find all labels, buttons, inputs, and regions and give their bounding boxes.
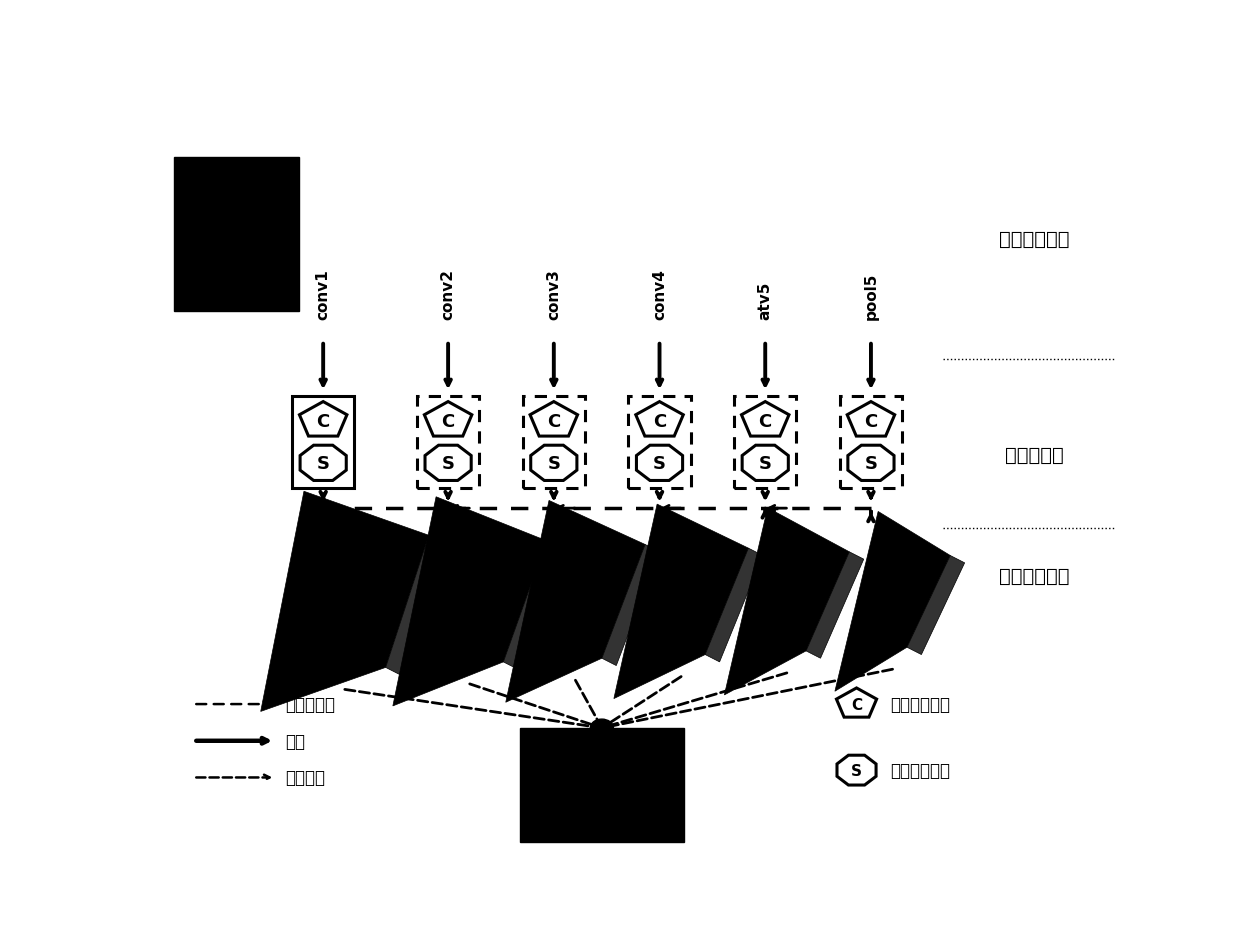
Polygon shape [386,536,444,675]
Text: 短连接结构: 短连接结构 [285,695,335,713]
Polygon shape [299,402,347,437]
Polygon shape [425,446,471,481]
Polygon shape [742,402,789,437]
Text: 空间注意机制: 空间注意机制 [890,762,950,780]
FancyBboxPatch shape [291,396,355,488]
Text: S: S [851,763,862,778]
Polygon shape [503,542,560,669]
Text: C: C [316,412,330,430]
Text: S: S [316,454,330,472]
Polygon shape [724,508,849,695]
Polygon shape [636,402,683,437]
Polygon shape [601,545,660,665]
Text: C: C [759,412,771,430]
Polygon shape [848,446,894,481]
Text: 卷积: 卷积 [285,732,305,750]
Polygon shape [806,552,864,659]
FancyBboxPatch shape [521,728,683,842]
Text: S: S [441,454,455,472]
Text: C: C [851,697,862,712]
Polygon shape [906,556,965,655]
Text: S: S [759,454,771,472]
Text: C: C [547,412,560,430]
Polygon shape [529,402,578,437]
Text: conv3: conv3 [547,268,562,320]
Text: conv1: conv1 [316,268,331,320]
Polygon shape [393,497,547,706]
Polygon shape [835,512,950,691]
Text: 注意力机制: 注意力机制 [1004,446,1064,465]
Text: 特征融合模块: 特征融合模块 [999,566,1070,585]
Text: 融合权重: 融合权重 [285,768,325,786]
Text: pool5: pool5 [863,272,878,320]
FancyBboxPatch shape [839,396,903,488]
Polygon shape [743,446,789,481]
FancyBboxPatch shape [417,396,480,488]
Polygon shape [531,446,577,481]
Polygon shape [706,548,763,663]
Text: S: S [653,454,666,472]
Polygon shape [837,688,877,718]
FancyBboxPatch shape [734,396,796,488]
Text: 通道注意机制: 通道注意机制 [890,695,950,713]
Text: S: S [864,454,878,472]
Polygon shape [614,505,749,699]
Text: C: C [441,412,455,430]
Text: S: S [547,454,560,472]
Polygon shape [424,402,472,437]
Text: C: C [653,412,666,430]
Text: conv2: conv2 [440,268,455,320]
Polygon shape [636,446,682,481]
FancyBboxPatch shape [629,396,691,488]
Polygon shape [847,402,895,437]
FancyBboxPatch shape [522,396,585,488]
Polygon shape [260,492,429,712]
Text: atv5: atv5 [758,281,773,320]
Text: conv4: conv4 [652,268,667,320]
Polygon shape [837,755,877,785]
Circle shape [590,720,614,737]
Polygon shape [506,501,645,703]
Text: 特征提取模块: 特征提取模块 [999,229,1070,248]
FancyBboxPatch shape [174,158,299,312]
Text: C: C [864,412,878,430]
Polygon shape [300,446,346,481]
